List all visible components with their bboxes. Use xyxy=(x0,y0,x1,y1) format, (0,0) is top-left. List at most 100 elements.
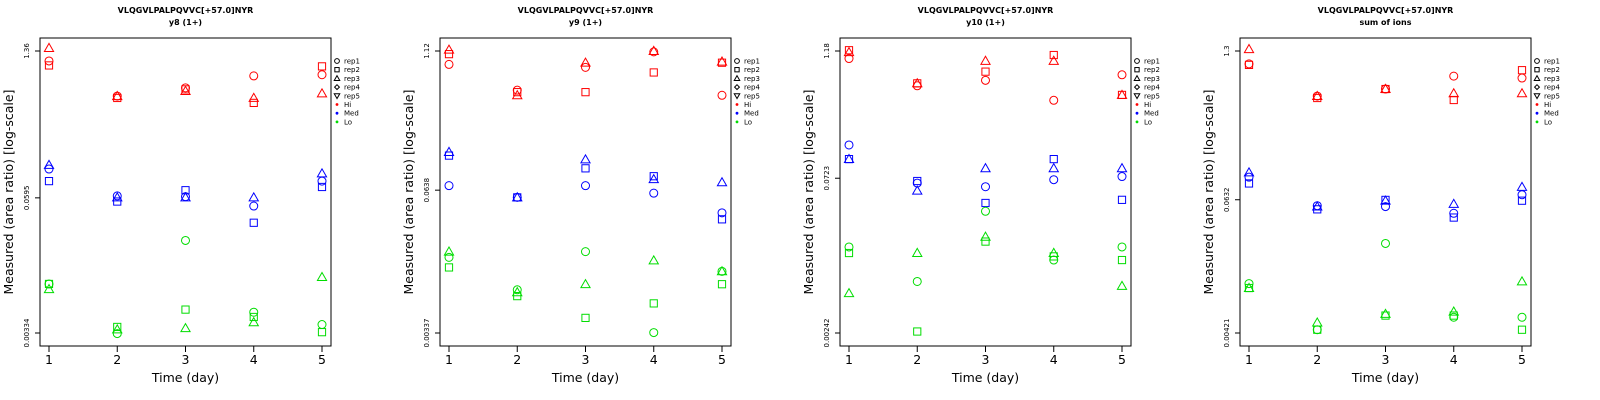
data-point xyxy=(1449,213,1458,222)
legend-marker xyxy=(1533,83,1541,91)
data-point xyxy=(581,62,590,72)
data-point xyxy=(44,56,54,66)
data-point xyxy=(580,278,591,289)
legend-label: rep4 xyxy=(344,84,360,92)
legend-label: Lo xyxy=(1544,118,1552,126)
legend-label: rep1 xyxy=(1544,58,1560,66)
data-point xyxy=(980,55,991,65)
data-point xyxy=(444,50,454,59)
data-point xyxy=(1116,280,1128,290)
data-point xyxy=(1449,208,1459,218)
x-tick-label: 3 xyxy=(982,352,990,367)
data-point xyxy=(911,77,923,88)
data-point xyxy=(717,280,727,289)
data-point xyxy=(981,198,990,208)
data-point xyxy=(113,197,122,206)
data-point xyxy=(580,57,591,67)
legend-marker xyxy=(1533,93,1541,100)
data-point xyxy=(317,182,327,192)
legend-label: rep2 xyxy=(744,66,760,74)
data-point xyxy=(1049,155,1058,164)
legend-marker xyxy=(1135,103,1139,106)
legend-marker xyxy=(333,93,341,100)
legend-label: rep5 xyxy=(344,92,360,100)
data-point xyxy=(1048,55,1060,65)
legend-label: rep2 xyxy=(1144,66,1160,74)
data-point xyxy=(249,218,258,227)
legend-marker xyxy=(1534,58,1540,64)
x-tick-label: 1 xyxy=(45,352,53,367)
data-point xyxy=(1243,43,1255,54)
data-point xyxy=(44,164,54,174)
x-axis-label: Time (day) xyxy=(1351,370,1419,385)
data-point xyxy=(316,167,328,178)
data-point xyxy=(649,328,659,338)
legend-marker xyxy=(1535,111,1539,115)
legend-marker xyxy=(333,74,341,81)
data-point xyxy=(1517,196,1527,205)
data-point xyxy=(512,285,522,295)
data-point xyxy=(716,265,728,276)
data-point xyxy=(248,191,260,202)
legend-label: Lo xyxy=(1144,118,1152,126)
legend-marker xyxy=(1535,103,1539,106)
legend-label: rep5 xyxy=(744,92,760,100)
data-point xyxy=(649,299,658,308)
data-point xyxy=(1313,205,1322,214)
data-point xyxy=(180,322,191,333)
data-point xyxy=(1048,162,1060,173)
data-point xyxy=(443,246,455,256)
data-point xyxy=(581,88,590,97)
legend-label: Hi xyxy=(1144,101,1151,109)
data-point xyxy=(1243,166,1255,177)
x-tick-label: 2 xyxy=(513,352,521,367)
legend-marker xyxy=(735,120,739,124)
chart-subtitle: y8 (1+) xyxy=(169,18,202,27)
data-point xyxy=(1449,312,1459,322)
data-point xyxy=(649,172,658,181)
x-tick-label: 4 xyxy=(1450,352,1458,367)
x-axis-label: Time (day) xyxy=(551,370,619,385)
y-tick-label: 1.3 xyxy=(1223,45,1231,56)
x-tick-label: 2 xyxy=(1313,352,1321,367)
x-tick-label: 5 xyxy=(318,352,326,367)
legend-label: Hi xyxy=(744,101,751,109)
data-point xyxy=(1448,306,1460,316)
data-point xyxy=(1244,60,1254,69)
legend-marker xyxy=(734,67,740,73)
data-point xyxy=(1117,242,1127,252)
y-tick-label: 1.36 xyxy=(23,43,31,59)
data-point xyxy=(1116,89,1128,99)
x-tick-label: 4 xyxy=(1050,352,1058,367)
data-point xyxy=(716,56,728,66)
data-point xyxy=(1117,195,1127,204)
data-point xyxy=(249,98,258,108)
legend-label: rep3 xyxy=(1544,75,1560,83)
legend-label: rep4 xyxy=(1544,84,1560,92)
data-point xyxy=(581,247,590,257)
data-point xyxy=(317,62,327,71)
data-point xyxy=(1517,73,1527,83)
data-point xyxy=(1448,87,1460,98)
data-point xyxy=(649,47,659,57)
legend-label: rep5 xyxy=(1544,92,1560,100)
data-point xyxy=(981,182,990,192)
y-tick-label: 0.0723 xyxy=(823,166,831,191)
legend-label: rep5 xyxy=(1144,92,1160,100)
data-point xyxy=(913,176,922,186)
x-tick-label: 5 xyxy=(1118,352,1126,367)
data-point xyxy=(913,327,922,336)
legend-marker xyxy=(1534,67,1540,73)
data-point xyxy=(717,208,727,218)
legend-marker xyxy=(335,103,339,106)
y-axis-label: Measured (area ratio) [log-scale] xyxy=(1201,90,1216,295)
data-point xyxy=(443,146,455,156)
legend-marker xyxy=(1133,93,1141,100)
legend-marker xyxy=(733,93,741,100)
chart-panel: VLQGVLPALPQVVC[+57.0]NYR y9 (1+) 1 2 3 4 5 Time… xyxy=(401,6,760,385)
data-point xyxy=(1311,90,1323,101)
legend-label: rep1 xyxy=(744,58,760,66)
plot-frame xyxy=(439,37,732,347)
data-point xyxy=(111,323,123,334)
data-point xyxy=(912,276,922,286)
